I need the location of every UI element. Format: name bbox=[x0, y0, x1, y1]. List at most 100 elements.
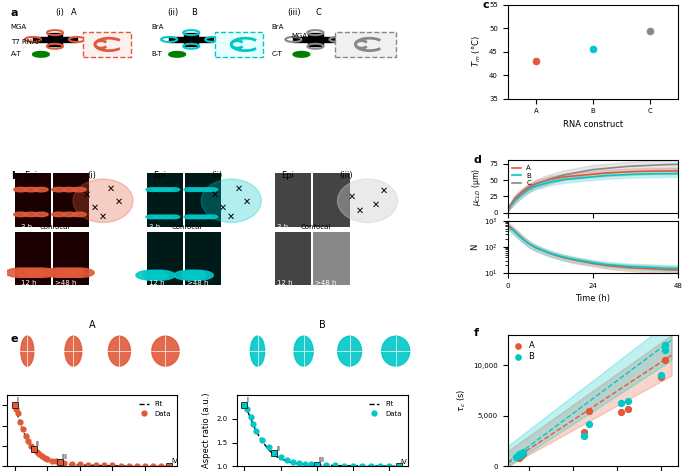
C bbox=[653, 162, 661, 168]
Circle shape bbox=[53, 268, 84, 277]
Data bbox=[295, 460, 303, 466]
Fit bbox=[51, 459, 60, 465]
Circle shape bbox=[143, 270, 175, 280]
Circle shape bbox=[62, 187, 76, 192]
Fit bbox=[301, 462, 309, 467]
B bbox=[503, 207, 512, 212]
Text: A-T: A-T bbox=[11, 51, 22, 57]
Fit bbox=[277, 456, 285, 462]
Data bbox=[38, 453, 46, 459]
Fit bbox=[100, 463, 108, 469]
Point bbox=[531, 57, 542, 65]
Data bbox=[84, 462, 92, 468]
Fit bbox=[295, 461, 303, 467]
Data bbox=[301, 461, 309, 467]
Text: ✕: ✕ bbox=[235, 183, 243, 194]
Fit bbox=[331, 463, 339, 468]
Text: B-T: B-T bbox=[151, 51, 162, 57]
Circle shape bbox=[14, 212, 28, 217]
C bbox=[553, 174, 562, 179]
Fit bbox=[133, 463, 141, 469]
A bbox=[513, 455, 524, 462]
B bbox=[515, 451, 526, 459]
C bbox=[518, 190, 526, 196]
Fit bbox=[22, 434, 30, 440]
B bbox=[539, 181, 547, 187]
C bbox=[667, 162, 675, 167]
C bbox=[624, 163, 632, 169]
Fit bbox=[288, 460, 297, 466]
B bbox=[617, 172, 625, 178]
Data bbox=[27, 443, 36, 449]
C bbox=[674, 162, 682, 167]
Text: >48 h: >48 h bbox=[187, 280, 209, 286]
Y-axis label: $\mu_{CLD}$ (μm): $\mu_{CLD}$ (μm) bbox=[471, 168, 484, 206]
Line: Fit: Fit bbox=[15, 406, 169, 466]
Data bbox=[30, 447, 38, 452]
Text: ✕: ✕ bbox=[211, 189, 219, 200]
B bbox=[583, 420, 594, 428]
FancyBboxPatch shape bbox=[314, 173, 349, 227]
Data bbox=[157, 463, 165, 469]
A bbox=[567, 173, 575, 179]
C bbox=[525, 185, 533, 191]
A bbox=[515, 453, 526, 460]
Y-axis label: $T_m$ (°C): $T_m$ (°C) bbox=[471, 36, 484, 67]
Text: IV: IV bbox=[171, 458, 177, 464]
Circle shape bbox=[160, 215, 173, 219]
Text: c: c bbox=[482, 0, 488, 10]
Ellipse shape bbox=[73, 179, 133, 222]
Data bbox=[271, 450, 279, 456]
Fit bbox=[349, 463, 358, 469]
C bbox=[638, 163, 647, 169]
A bbox=[546, 177, 554, 182]
Text: ✕: ✕ bbox=[347, 192, 356, 202]
A bbox=[674, 168, 682, 174]
Fit bbox=[60, 461, 68, 467]
Circle shape bbox=[24, 187, 38, 192]
Text: MGA: MGA bbox=[291, 32, 308, 39]
Text: ✕: ✕ bbox=[115, 197, 123, 207]
Fit bbox=[40, 456, 49, 462]
Data bbox=[386, 463, 394, 469]
Circle shape bbox=[174, 270, 206, 280]
B bbox=[525, 187, 533, 192]
Text: (iii): (iii) bbox=[340, 171, 353, 180]
C bbox=[596, 166, 604, 172]
B bbox=[518, 192, 526, 197]
Fit bbox=[19, 428, 27, 434]
B bbox=[532, 183, 540, 189]
Circle shape bbox=[191, 215, 203, 219]
Text: A: A bbox=[71, 8, 77, 17]
Text: B: B bbox=[191, 8, 197, 17]
Text: >48 h: >48 h bbox=[55, 280, 77, 286]
FancyBboxPatch shape bbox=[147, 232, 183, 285]
Text: ✕: ✕ bbox=[219, 203, 227, 213]
Text: (iii): (iii) bbox=[288, 8, 301, 17]
B bbox=[624, 172, 632, 178]
Data bbox=[133, 463, 141, 469]
Circle shape bbox=[153, 215, 165, 219]
B bbox=[653, 171, 661, 177]
FancyBboxPatch shape bbox=[147, 173, 183, 227]
Data bbox=[25, 439, 33, 444]
A bbox=[553, 175, 562, 181]
Data bbox=[149, 463, 157, 469]
Circle shape bbox=[34, 212, 48, 217]
B bbox=[660, 346, 671, 354]
Text: BrA: BrA bbox=[271, 24, 284, 30]
Data bbox=[16, 419, 25, 424]
Text: BrA: BrA bbox=[151, 24, 164, 30]
Circle shape bbox=[64, 268, 95, 277]
Fit bbox=[141, 463, 149, 469]
B bbox=[646, 171, 654, 177]
Fit bbox=[386, 463, 394, 469]
FancyBboxPatch shape bbox=[185, 232, 221, 285]
Data bbox=[125, 463, 133, 469]
Fit bbox=[243, 407, 251, 413]
Circle shape bbox=[168, 188, 179, 191]
B bbox=[553, 178, 562, 184]
Fit bbox=[14, 413, 22, 418]
C bbox=[503, 207, 512, 212]
Fit bbox=[395, 463, 403, 469]
